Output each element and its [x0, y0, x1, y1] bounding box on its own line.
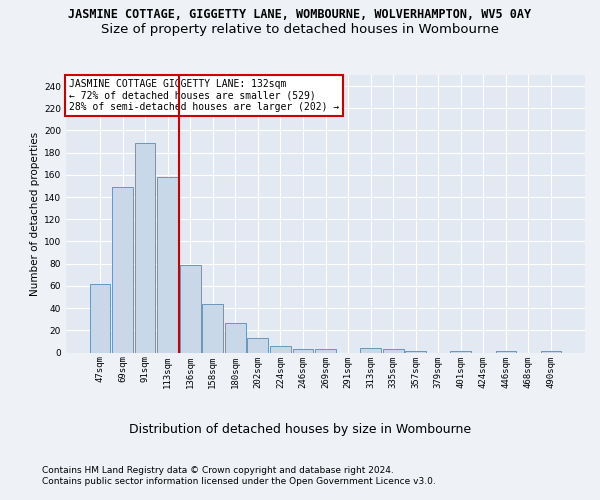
- Bar: [315, 349, 336, 352]
- Bar: [225, 322, 245, 352]
- Bar: [360, 348, 381, 352]
- Bar: [157, 177, 178, 352]
- Bar: [180, 265, 200, 352]
- Bar: [383, 349, 404, 352]
- Text: Size of property relative to detached houses in Wombourne: Size of property relative to detached ho…: [101, 22, 499, 36]
- Bar: [293, 349, 313, 352]
- Text: Distribution of detached houses by size in Wombourne: Distribution of detached houses by size …: [129, 422, 471, 436]
- Bar: [89, 284, 110, 352]
- Text: Contains public sector information licensed under the Open Government Licence v3: Contains public sector information licen…: [42, 478, 436, 486]
- Text: JASMINE COTTAGE GIGGETTY LANE: 132sqm
← 72% of detached houses are smaller (529): JASMINE COTTAGE GIGGETTY LANE: 132sqm ← …: [68, 79, 339, 112]
- Text: Contains HM Land Registry data © Crown copyright and database right 2024.: Contains HM Land Registry data © Crown c…: [42, 466, 394, 475]
- Y-axis label: Number of detached properties: Number of detached properties: [30, 132, 40, 296]
- Bar: [112, 187, 133, 352]
- Bar: [134, 142, 155, 352]
- Text: JASMINE COTTAGE, GIGGETTY LANE, WOMBOURNE, WOLVERHAMPTON, WV5 0AY: JASMINE COTTAGE, GIGGETTY LANE, WOMBOURN…: [68, 8, 532, 20]
- Bar: [270, 346, 291, 352]
- Bar: [247, 338, 268, 352]
- Bar: [202, 304, 223, 352]
